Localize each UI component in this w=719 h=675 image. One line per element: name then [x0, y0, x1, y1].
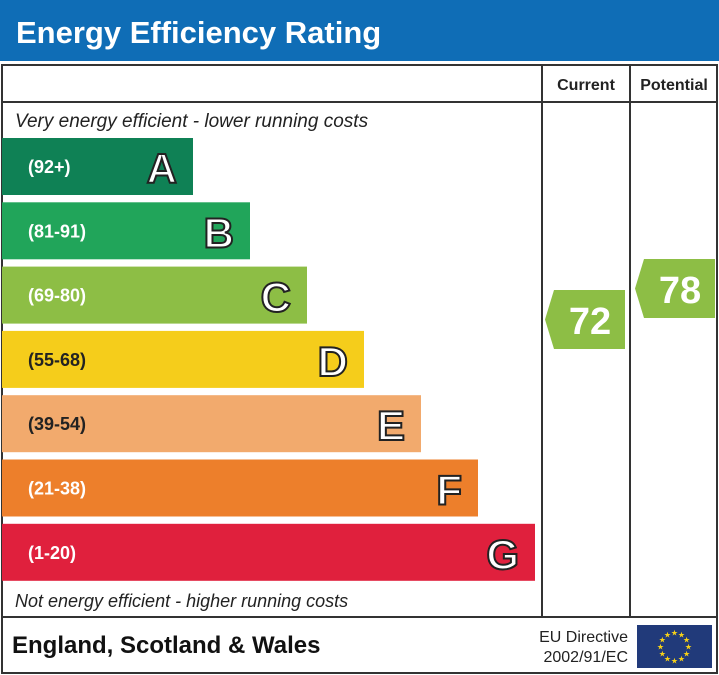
band-bar-c	[2, 266, 307, 324]
band-letter: F	[436, 467, 462, 514]
eu-stars: ★ ★★★★★★★★★★★	[657, 629, 692, 666]
title-bar	[0, 0, 719, 61]
chart-title: Energy Efficiency Rating	[16, 15, 381, 50]
band-letter: A	[147, 145, 177, 192]
star-icon: ★	[685, 643, 692, 652]
top-note: Very energy efficient - lower running co…	[15, 111, 369, 132]
band-bar-a	[2, 138, 193, 195]
star-icon: ★	[659, 650, 666, 659]
star-icon: ★	[671, 657, 678, 666]
star-icon: ★	[678, 630, 685, 639]
current-rating-value: 72	[569, 301, 611, 343]
band-bar-g	[2, 523, 535, 581]
star-icon: ★	[664, 630, 671, 639]
band-range-label: (81-91)	[28, 221, 86, 241]
band-range-label: (92+)	[28, 157, 71, 177]
bottom-note: Not energy efficient - higher running co…	[15, 591, 348, 611]
band-bar-f	[2, 459, 478, 517]
star-icon: ★	[683, 636, 690, 645]
band-range-label: (69-80)	[28, 286, 86, 306]
band-bar-e	[2, 395, 421, 453]
band-letter: D	[318, 338, 348, 385]
band-letter: E	[377, 402, 405, 449]
region-label: England, Scotland & Wales	[12, 632, 320, 659]
potential-rating-value: 78	[659, 270, 701, 312]
band-letter: B	[204, 209, 234, 256]
current-rating-arrow	[545, 290, 625, 349]
star-icon: ★	[664, 655, 671, 664]
star-icon: ★	[659, 636, 666, 645]
eu-directive-line2: 2002/91/EC	[543, 649, 628, 666]
star-icon: ★	[683, 650, 690, 659]
band-range-label: (39-54)	[28, 414, 86, 434]
eu-directive-line1: EU Directive	[539, 629, 628, 646]
band-bar-d	[2, 330, 364, 388]
star-icon: ★	[657, 643, 664, 652]
current-column-header: Current	[557, 77, 615, 94]
band-letter: C	[261, 274, 291, 321]
band-range-label: (21-38)	[28, 479, 86, 499]
band-range-label: (55-68)	[28, 350, 86, 370]
eu-flag-icon	[637, 625, 712, 668]
band-range-label: (1-20)	[28, 543, 76, 563]
star-icon: ★	[678, 655, 685, 664]
star-icon: ★	[671, 629, 678, 638]
potential-column-header: Potential	[640, 77, 708, 94]
band-letter: G	[486, 531, 519, 578]
potential-rating-arrow	[635, 259, 715, 318]
band-bar-b	[2, 202, 250, 260]
